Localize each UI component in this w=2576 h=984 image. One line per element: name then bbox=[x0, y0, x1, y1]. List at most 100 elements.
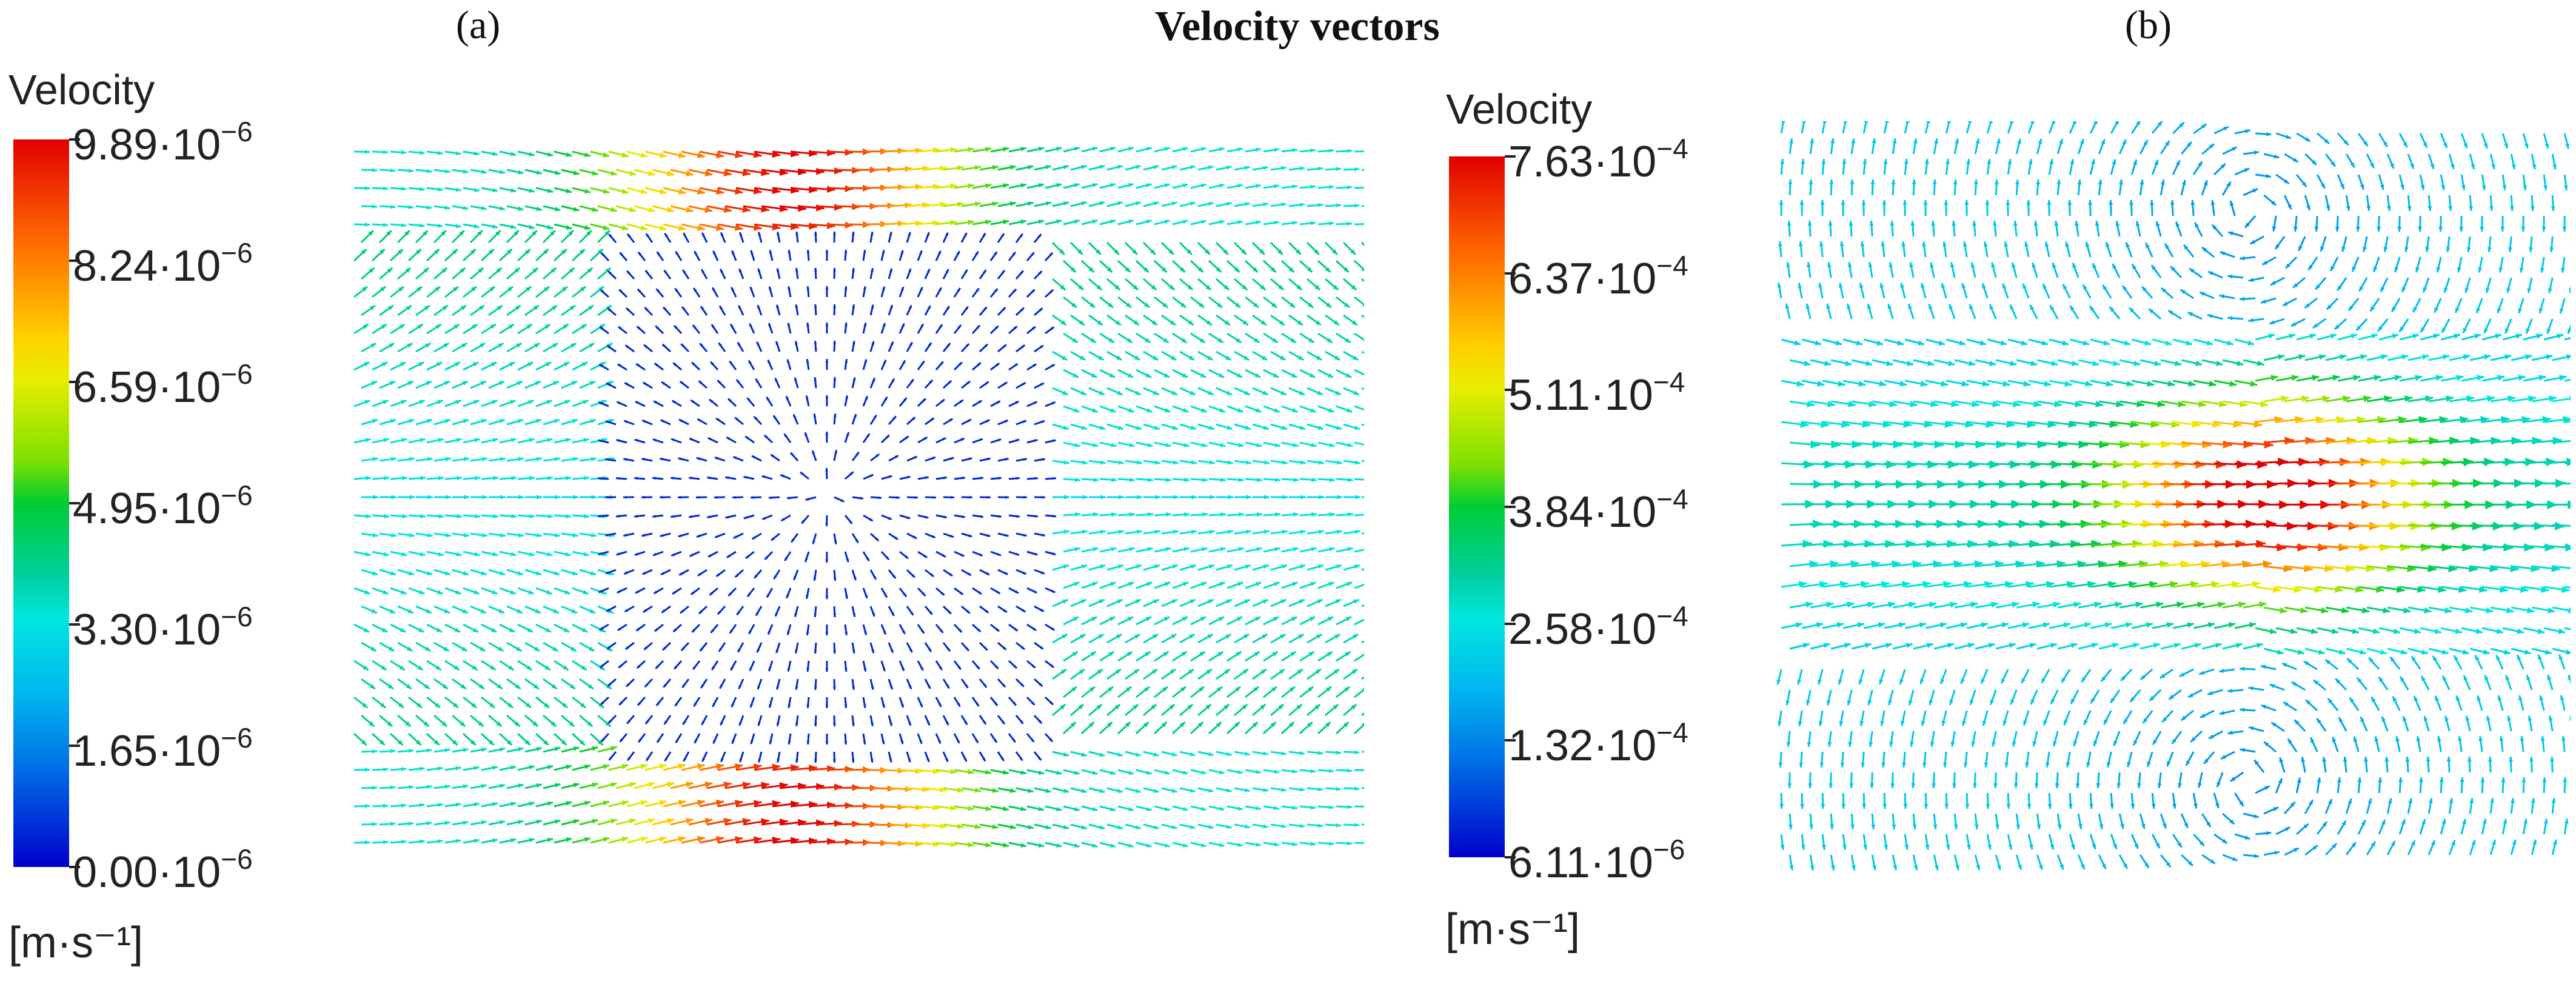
velocity-arrowhead bbox=[1056, 147, 1062, 152]
velocity-arrowhead bbox=[1902, 200, 1907, 205]
velocity-arrowhead bbox=[827, 149, 835, 156]
velocity-arrowhead bbox=[659, 763, 667, 769]
velocity-arrowhead bbox=[515, 305, 521, 310]
velocity-arrowhead bbox=[1256, 220, 1261, 225]
velocity-arrowhead bbox=[566, 225, 572, 230]
velocity-arrowhead bbox=[1200, 617, 1206, 621]
velocity-arrowhead bbox=[1074, 581, 1080, 586]
velocity-arrowhead bbox=[787, 631, 790, 635]
velocity-arrowhead bbox=[992, 201, 999, 207]
velocity-arrowhead bbox=[1161, 267, 1167, 272]
velocity-arrowhead bbox=[771, 537, 775, 541]
velocity-arrowhead bbox=[1317, 787, 1323, 792]
velocity-arrowhead bbox=[418, 362, 424, 367]
velocity-arrowhead bbox=[737, 342, 741, 346]
velocity-arrowhead bbox=[1111, 512, 1117, 517]
velocity-arrowhead bbox=[827, 222, 835, 229]
velocity-arrowhead bbox=[1171, 390, 1177, 395]
velocity-arrowhead bbox=[473, 590, 480, 595]
velocity-arrowhead bbox=[825, 559, 829, 563]
velocity-arrowhead bbox=[1245, 460, 1251, 465]
velocity-arrowhead bbox=[1299, 202, 1305, 207]
velocity-arrowhead bbox=[2321, 183, 2325, 189]
velocity-arrowhead bbox=[443, 343, 449, 348]
velocity-arrowhead bbox=[946, 684, 949, 689]
velocity-arrowhead bbox=[845, 632, 848, 635]
velocity-arrowhead bbox=[833, 723, 836, 726]
velocity-arrowhead bbox=[510, 552, 517, 557]
velocity-arrowhead bbox=[2092, 263, 2097, 269]
velocity-arrowhead bbox=[1310, 842, 1316, 846]
velocity-arrowhead bbox=[364, 400, 370, 404]
velocity-arrowhead bbox=[517, 419, 523, 424]
velocity-arrowhead bbox=[813, 577, 817, 581]
velocity-arrowhead bbox=[680, 610, 684, 614]
velocity-arrowhead bbox=[738, 685, 741, 689]
velocity-arrow bbox=[1361, 387, 1364, 390]
velocity-arrowhead bbox=[1292, 805, 1297, 810]
velocity-arrowhead bbox=[444, 206, 450, 210]
velocity-arrowhead bbox=[2407, 206, 2412, 211]
velocity-arrowhead bbox=[590, 571, 596, 575]
velocity-arrowhead bbox=[611, 207, 617, 212]
velocity-arrowhead bbox=[1110, 219, 1116, 224]
velocity-arrowhead bbox=[769, 250, 772, 254]
velocity-arrowhead bbox=[2390, 163, 2394, 169]
velocity-arrowhead bbox=[518, 533, 524, 538]
velocity-arrowhead bbox=[1843, 121, 1848, 123]
velocity-arrowhead bbox=[2226, 181, 2231, 187]
velocity-arrowhead bbox=[584, 475, 589, 481]
velocity-arrowhead bbox=[1151, 320, 1157, 326]
velocity-arrowhead bbox=[957, 287, 960, 292]
velocity-arrowhead bbox=[1091, 373, 1097, 378]
velocity-arrowhead bbox=[865, 594, 868, 598]
velocity-arrowhead bbox=[814, 650, 817, 654]
velocity-arrowhead bbox=[1110, 807, 1116, 811]
velocity-arrowhead bbox=[2015, 179, 2019, 185]
velocity-arrowhead bbox=[950, 457, 954, 460]
velocity-arrowhead bbox=[1245, 166, 1250, 170]
velocity-arrowhead bbox=[1106, 722, 1112, 728]
velocity-arrowhead bbox=[927, 685, 931, 689]
velocity-arrowhead bbox=[444, 609, 450, 614]
velocity-arrowhead bbox=[1347, 841, 1352, 846]
velocity-arrowhead bbox=[1274, 147, 1279, 152]
velocity-arrowhead bbox=[426, 381, 432, 386]
velocity-arrowhead bbox=[620, 252, 623, 256]
velocity-arrowhead bbox=[1310, 408, 1316, 413]
velocity-arrowhead bbox=[438, 552, 444, 557]
velocity-arrowhead bbox=[1040, 345, 1043, 349]
velocity-arrowhead bbox=[664, 757, 668, 761]
velocity-arrowhead bbox=[1003, 344, 1006, 348]
velocity-arrowhead bbox=[609, 757, 612, 760]
velocity-arrowhead bbox=[426, 748, 432, 753]
velocity-arrowhead bbox=[2478, 267, 2483, 273]
velocity-arrowhead bbox=[383, 400, 389, 404]
velocity-arrowhead bbox=[1148, 477, 1153, 483]
velocity-arrowhead bbox=[748, 360, 752, 364]
velocity-arrowhead bbox=[1314, 249, 1319, 255]
velocity-arrowhead bbox=[806, 359, 809, 363]
velocity-arrowhead bbox=[704, 170, 713, 177]
velocity-arrowhead bbox=[1201, 843, 1206, 848]
velocity-arrowhead bbox=[659, 152, 667, 158]
velocity-arrowhead bbox=[1278, 284, 1284, 290]
velocity-arrowhead bbox=[1205, 284, 1211, 290]
velocity-arrowhead bbox=[1163, 651, 1169, 657]
velocity-arrowhead bbox=[452, 249, 458, 255]
velocity-arrow bbox=[1354, 441, 1364, 446]
velocity-arrowhead bbox=[644, 307, 648, 311]
velocity-arrowhead bbox=[555, 495, 560, 500]
velocity-arrowhead bbox=[543, 740, 549, 745]
velocity-arrowhead bbox=[1021, 345, 1025, 349]
velocity-arrowhead bbox=[923, 437, 928, 440]
velocity-arrowhead bbox=[715, 152, 724, 159]
velocity-arrowhead bbox=[718, 648, 722, 652]
velocity-arrowhead bbox=[461, 646, 467, 651]
velocity-arrowhead bbox=[621, 225, 629, 230]
velocity-arrowhead bbox=[979, 438, 983, 442]
velocity-arrowhead bbox=[968, 769, 974, 775]
velocity-arrowhead bbox=[1336, 786, 1341, 791]
velocity-arrowhead bbox=[922, 823, 929, 829]
velocity-arrowhead bbox=[871, 304, 874, 309]
